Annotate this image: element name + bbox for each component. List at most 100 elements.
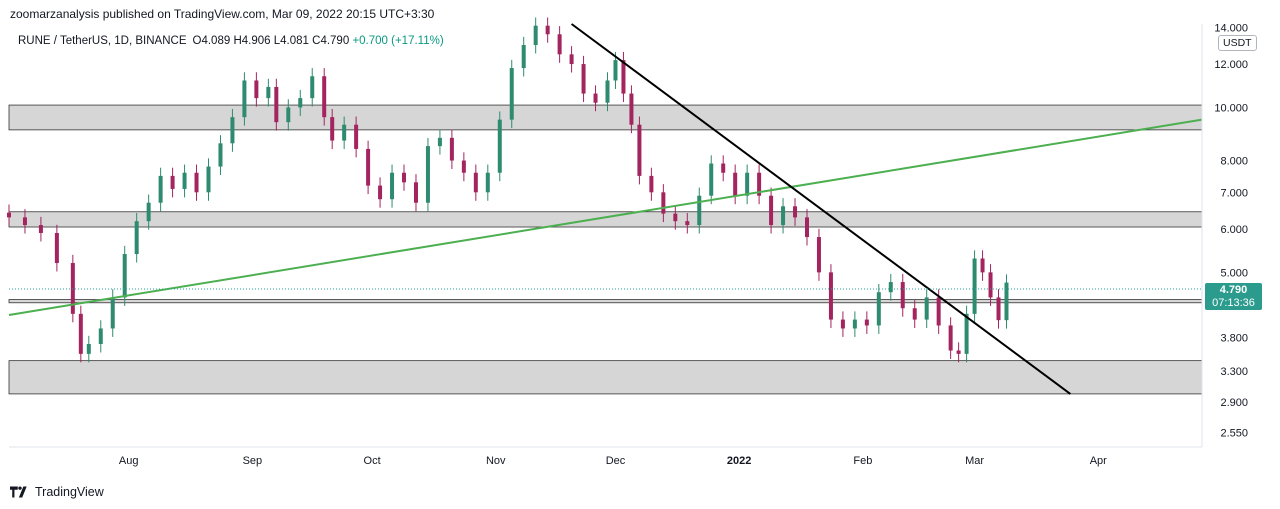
zone-0 [8,104,1203,131]
candle-body [378,185,383,200]
candle-body [661,192,666,214]
y-tick-label: 2.550 [1220,428,1248,440]
x-tick-label: Sep [243,455,263,467]
y-axis-ticks: 14.000 12.000 10.000 8.000 7.000 6.000 5.000 4.… [1214,22,1248,439]
candle-body [98,328,103,345]
candle-body [437,137,442,147]
candle-body [864,319,869,326]
x-tick-label: Dec [606,455,626,467]
y-tick-label: 2.900 [1220,397,1248,409]
close-value: C4.790 [312,35,350,47]
open-value: O4.089 [192,35,231,47]
candle-body [804,217,809,238]
zone-3 [8,299,1203,304]
y-tick-label: 10.000 [1214,102,1248,114]
y-tick-label: 3.300 [1220,366,1248,378]
candle-body [461,160,466,173]
candle-body [425,146,430,203]
x-tick-label: Mar [965,455,984,467]
candle-body [948,325,953,351]
candle-body [230,117,235,144]
candle-body [533,25,538,46]
candle-body [298,98,303,108]
candle-body [545,25,550,35]
candle-body [593,93,598,103]
x-tick-label: Feb [853,455,872,467]
candle-body [649,175,654,193]
candle-body [366,148,371,186]
candle-body [7,212,11,218]
candle-body [473,172,478,193]
candle-body [38,225,43,233]
candle-body [936,297,941,326]
candle-body [70,263,75,314]
footer-brand-label: TradingView [35,485,104,499]
low-value: L4.081 [273,35,309,47]
trend-line-black [570,23,1071,395]
candle-body [497,119,502,173]
countdown-value: 07:13:36 [1212,297,1255,309]
change-value: +0.700 (+17.11%) [352,35,444,47]
candle-body [521,45,526,69]
candle-body [322,76,327,118]
candle-body [218,143,223,167]
candle-body [605,80,610,103]
zone-2 [8,360,1203,395]
footer-brand[interactable]: TradingView [10,484,104,500]
candle-body [988,272,993,298]
candle-body [354,124,359,149]
candle-body [673,213,678,222]
candle-body [888,282,893,293]
candle-body [757,172,762,196]
candle-body [581,64,586,94]
x-tick-label: Aug [119,455,139,467]
candle-body [182,172,187,189]
trend-line-green [8,118,1203,316]
y-tick-label: 12.000 [1214,59,1248,71]
x-tick-label: Apr [1090,455,1107,467]
candle-body [413,182,418,203]
candle-body [449,137,454,161]
candle-body [697,195,702,226]
last-price-value: 4.790 [1219,284,1248,296]
candle-body [158,175,163,203]
candle-body [613,60,618,81]
candle-body [629,93,634,125]
candle-body [194,172,199,193]
candle-body [266,86,271,99]
x-tick-label: Nov [486,455,506,467]
candle-body [485,172,490,193]
candle-body [745,172,750,196]
candle-body [769,195,774,226]
candle-body [964,313,969,354]
currency-button[interactable]: USDT [1218,35,1257,51]
candle-body [509,68,514,120]
publish-caption: zoomarzanalysis published on TradingView… [10,7,435,21]
candlestick-series [7,17,1009,363]
candle-body [170,175,175,189]
x-axis-ticks: Aug Sep Oct Nov Dec 2022 Feb Mar Apr [119,455,1107,467]
y-tick-label: 14.000 [1214,22,1248,34]
high-value: H4.906 [233,35,271,47]
candle-body [206,166,211,193]
candle-body [876,292,881,326]
zone-1 [8,211,1203,228]
x-tick-label: 2022 [727,455,751,467]
candle-body [781,206,786,226]
candle-body [22,217,27,226]
candle-body [569,54,574,65]
candle-body [637,124,642,176]
candle-body [980,258,985,273]
candle-body [816,237,821,273]
candle-body [685,221,690,226]
chart-legend: RUNE / TetherUS, 1D, BINANCE O4.089 H4.90… [18,35,444,47]
candle-body [557,34,562,55]
candle-body [402,172,407,183]
candle-body [709,163,714,196]
candle-body [996,297,1001,321]
candle-body [86,344,91,354]
trend-lines [8,23,1203,395]
candle-body [242,80,247,118]
candle-body [286,107,291,123]
